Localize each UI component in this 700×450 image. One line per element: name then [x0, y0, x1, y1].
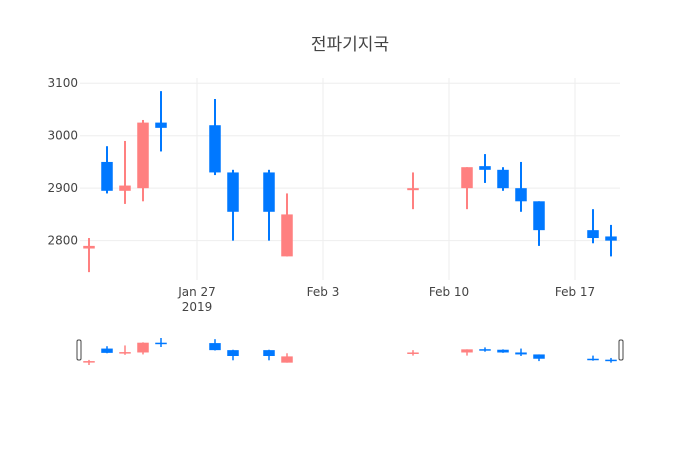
candle-increasing[interactable] — [263, 169, 275, 241]
slider-candle-body — [479, 349, 491, 351]
slider-candle — [137, 342, 149, 355]
slider-candle — [263, 349, 275, 361]
y-tick-label: 3000 — [47, 129, 78, 143]
candle-body — [461, 167, 473, 189]
y-axis-tick-labels: 2800 2900 3000 3100 — [47, 76, 78, 247]
slider-candle-body — [281, 356, 293, 363]
slider-candle-body — [209, 343, 221, 351]
candle-body — [407, 188, 419, 191]
slider-candle — [605, 357, 617, 363]
candle-body — [533, 201, 545, 231]
candle-body — [479, 166, 491, 170]
x-tick-sublabel: 2019 — [182, 300, 213, 314]
slider-candle-body — [263, 350, 275, 356]
slider-candle-body — [515, 352, 527, 355]
y-tick-label: 2900 — [47, 181, 78, 195]
y-tick-label: 2800 — [47, 234, 78, 248]
slider-candle — [119, 345, 131, 355]
slider-candle-body — [101, 348, 113, 353]
slider-candle — [533, 354, 545, 362]
slider-candle-body — [155, 342, 167, 345]
slider-candle — [497, 349, 509, 353]
slider-candle — [587, 355, 599, 361]
slider-candle-body — [119, 352, 131, 354]
x-tick-label: Feb 10 — [429, 285, 469, 299]
slider-candle — [209, 339, 221, 351]
slider-candle — [281, 353, 293, 363]
range-slider-left-handle[interactable] — [76, 339, 82, 361]
candle-body — [155, 122, 167, 128]
x-tick-label: Feb 17 — [555, 285, 595, 299]
candles[interactable] — [83, 91, 617, 273]
candle-body — [587, 230, 599, 239]
slider-candle-body — [407, 352, 419, 354]
gridlines — [80, 78, 620, 280]
candle-body — [137, 122, 149, 189]
candle-body — [497, 169, 509, 189]
y-tick-label: 3100 — [47, 76, 78, 90]
candle-body — [209, 125, 221, 173]
slider-candle — [83, 359, 95, 365]
slider-candle-body — [533, 354, 545, 359]
slider-candle-body — [83, 361, 95, 363]
range-slider-right-handle[interactable] — [618, 339, 624, 361]
candle-decreasing[interactable] — [407, 172, 419, 210]
slider-candle-body — [497, 349, 509, 353]
range-slider-background — [80, 338, 620, 365]
x-tick-label: Feb 3 — [307, 285, 340, 299]
slider-candle — [515, 348, 527, 356]
slider-candle — [227, 349, 239, 361]
candle-increasing[interactable] — [227, 169, 239, 241]
slider-candle — [461, 349, 473, 356]
slider-candle — [155, 338, 167, 347]
x-tick-label: Jan 27 — [177, 285, 216, 299]
candle-increasing[interactable] — [533, 201, 545, 246]
slider-candle-body — [605, 359, 617, 362]
candle-body — [101, 161, 113, 191]
candle-decreasing[interactable] — [461, 167, 473, 210]
candle-body — [281, 214, 293, 257]
slider-candle-body — [227, 350, 239, 356]
slider-candle-body — [137, 342, 149, 353]
slider-candle-body — [461, 349, 473, 353]
candle-decreasing[interactable] — [83, 238, 95, 273]
candle-body — [515, 188, 527, 202]
chart-title: 전파기지국 — [311, 35, 389, 55]
candle-decreasing[interactable] — [119, 140, 131, 204]
candle-body — [227, 172, 239, 212]
candle-decreasing[interactable] — [137, 119, 149, 202]
candle-increasing[interactable] — [587, 209, 599, 244]
slider-candle — [407, 350, 419, 356]
candle-decreasing[interactable] — [281, 193, 293, 257]
slider-candle — [101, 346, 113, 354]
candle-increasing[interactable] — [479, 154, 491, 183]
candle-increasing[interactable] — [155, 91, 167, 152]
candle-body — [83, 245, 95, 249]
candle-increasing[interactable] — [497, 167, 509, 191]
candle-increasing[interactable] — [101, 146, 113, 194]
candle-increasing[interactable] — [605, 224, 617, 257]
slider-candle-body — [587, 358, 599, 361]
candle-body — [263, 172, 275, 212]
range-slider[interactable] — [76, 338, 624, 365]
candle-increasing[interactable] — [209, 98, 221, 176]
slider-candle — [479, 347, 491, 352]
candle-body — [119, 185, 131, 191]
candle-increasing[interactable] — [515, 161, 527, 212]
candle-body — [605, 236, 617, 241]
range-slider-candles — [83, 338, 617, 365]
